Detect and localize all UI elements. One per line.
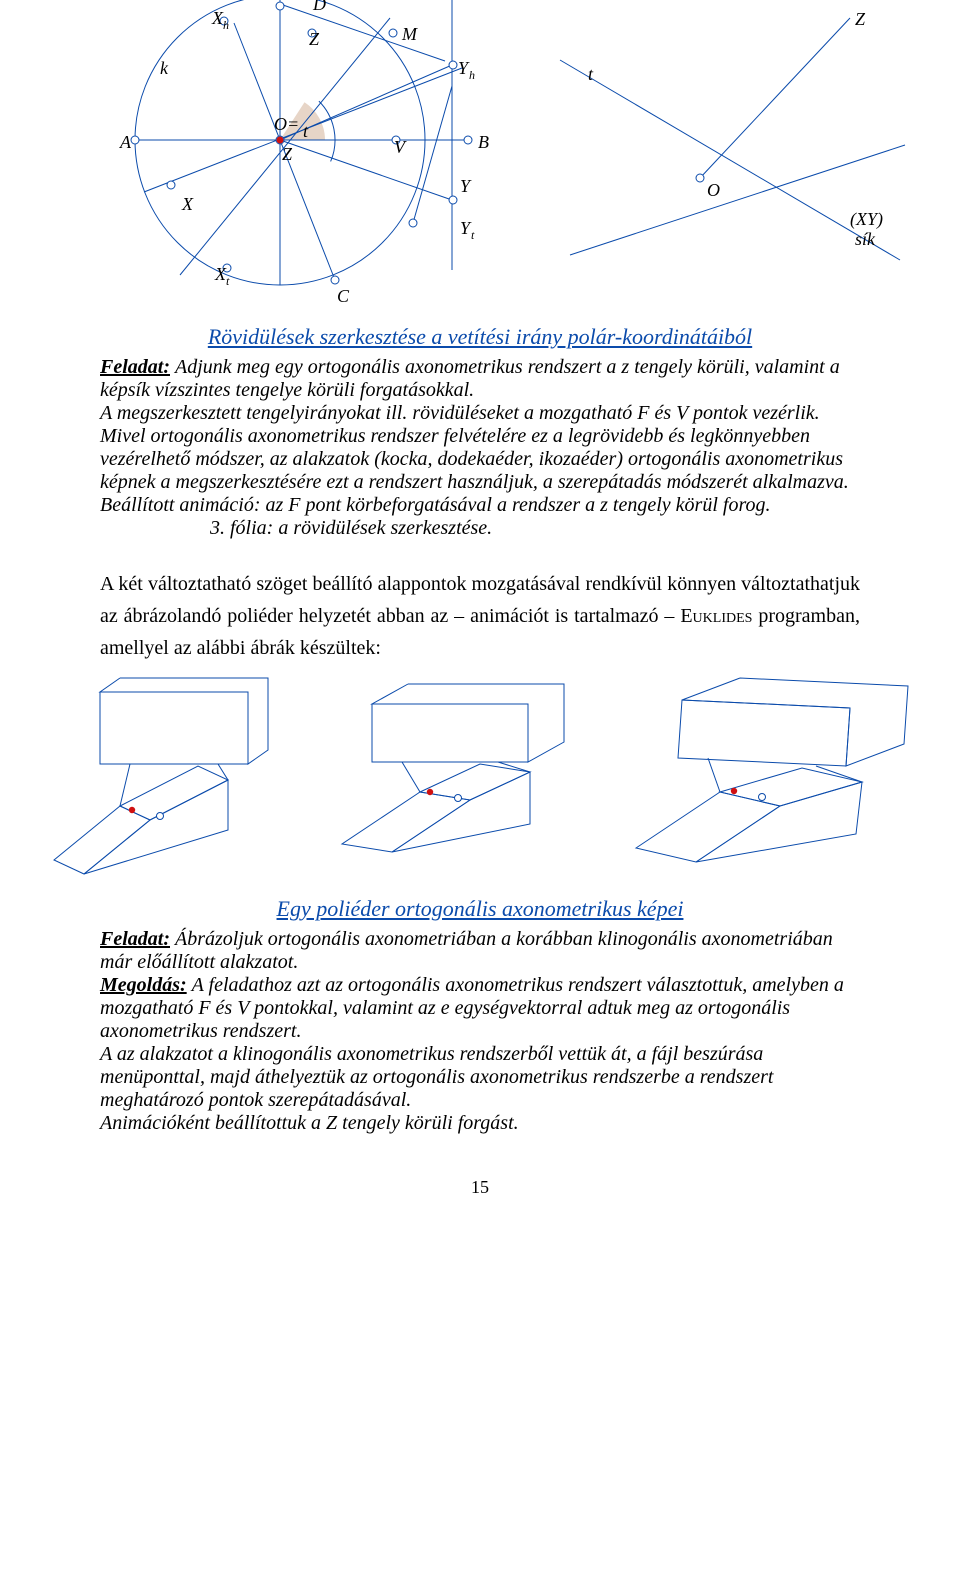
- svg-text:t: t: [471, 228, 475, 242]
- figure-middle: [20, 674, 940, 884]
- megoldas-body: A feladathoz azt az ortogonális axonomet…: [100, 974, 844, 1134]
- feladat-label-1: Feladat:: [100, 356, 170, 378]
- text-block-1: Feladat: Adjunk meg egy ortogonális axon…: [100, 356, 860, 540]
- feladat-body-1: Adjunk meg egy ortogonális axonometrikus…: [100, 356, 849, 516]
- caption-2-link[interactable]: Egy poliéder ortogonális axonometrikus k…: [277, 896, 684, 921]
- megoldas-label: Megoldás:: [100, 974, 187, 996]
- svg-text:D: D: [312, 0, 326, 14]
- svg-text:sík: sík: [855, 229, 876, 249]
- svg-text:t: t: [588, 64, 594, 84]
- svg-text:B: B: [478, 132, 489, 152]
- svg-text:A: A: [119, 132, 132, 152]
- para-smallcaps: Euklides: [680, 605, 752, 627]
- figure-top: DXhZMYhkAO=tZVBYXYtXtCZOt(XY)sík: [60, 0, 940, 320]
- svg-text:O: O: [707, 180, 720, 200]
- svg-text:Y: Y: [460, 176, 472, 196]
- svg-text:Z: Z: [282, 144, 293, 164]
- svg-text:h: h: [469, 68, 475, 82]
- page-number: 15: [0, 1177, 960, 1208]
- paragraph-main: A két változtatható szöget beállító alap…: [100, 568, 860, 664]
- svg-text:M: M: [401, 24, 418, 44]
- caption-1: Rövidülések szerkesztése a vetítési irán…: [0, 324, 960, 350]
- feladat-label-2: Feladat:: [100, 928, 170, 950]
- caption-2: Egy poliéder ortogonális axonometrikus k…: [0, 896, 960, 922]
- svg-text:Z: Z: [855, 9, 866, 29]
- caption-1-link[interactable]: Rövidülések szerkesztése a vetítési irán…: [208, 324, 752, 349]
- svg-text:k: k: [160, 58, 169, 78]
- svg-text:(XY): (XY): [850, 209, 883, 230]
- folia-line: 3. fólia: a rövidülések szerkesztése.: [100, 517, 860, 540]
- text-block-2: Feladat: Ábrázoljuk ortogonális axonomet…: [100, 928, 860, 1135]
- svg-text:h: h: [223, 18, 229, 32]
- svg-text:X: X: [181, 194, 194, 214]
- svg-text:O=: O=: [274, 114, 299, 134]
- svg-text:Z: Z: [309, 29, 320, 49]
- svg-text:C: C: [337, 286, 350, 306]
- feladat-body-2: Ábrázoljuk ortogonális axonometriában a …: [100, 928, 833, 973]
